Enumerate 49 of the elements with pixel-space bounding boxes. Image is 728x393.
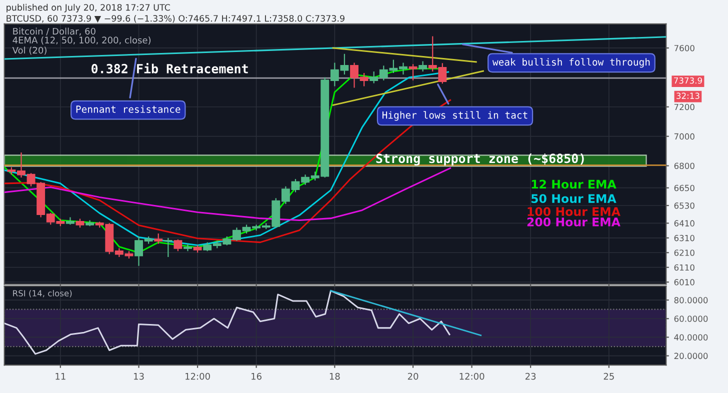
annotation: weak bullish follow through [492, 58, 650, 68]
text: 12 Hour EMA [532, 180, 616, 189]
y-tick-label: 40.0000 [674, 334, 708, 340]
x-tick-label: 12:00 [460, 372, 484, 380]
annotation: Higher lows still in tact [382, 111, 528, 121]
y-tick-label: 6210 [674, 250, 694, 256]
y-tick-label: 6800 [674, 162, 694, 170]
text: 50 Hour EMA [531, 194, 616, 204]
x-tick-label: 20 [408, 372, 418, 380]
text: BTCUSD, 60 7373.9 ▼ −99.6 (−1.33%) O:7465.7 H:7497.1 L:7358.0 C:7373.9 [6, 14, 344, 23]
candlestick [184, 243, 192, 252]
x-tick-label: 23 [525, 372, 536, 380]
x-tick-label: 25 [604, 372, 614, 380]
x-tick-label: 13 [134, 372, 144, 380]
y-tick-label: 6530 [674, 202, 694, 209]
y-tick-label: 7000 [674, 133, 694, 140]
candlestick [154, 232, 163, 244]
y-tick-label: 6110 [674, 264, 694, 271]
line-series [4, 290, 450, 355]
y-tick-label: 7200 [674, 104, 694, 110]
candlestick [418, 60, 428, 72]
annotation: 4EMA (12, 50, 100, 200, close) [12, 36, 151, 45]
y-tick-label: 60.0000 [674, 316, 708, 322]
candlestick [408, 64, 418, 81]
band-label: Strong support zone (~$6850) [376, 153, 584, 166]
annotation: Vol (20) [12, 46, 46, 55]
x-tick-label: 16 [252, 372, 262, 380]
annotation: Pennant resistance [76, 105, 180, 113]
text: 100 Hour EMA [528, 207, 620, 216]
y-tick-label: 6010 [674, 279, 694, 286]
line-series [4, 167, 452, 222]
y-tick-label: 80.0000 [674, 297, 708, 304]
text: 200 Hour EMA [527, 217, 620, 226]
text: 7373.9 [674, 77, 702, 84]
y-tick-label: 20.0000 [674, 352, 708, 360]
x-tick-label: 18 [330, 372, 340, 380]
text: published on July 20, 2018 17:27 UTC [6, 4, 170, 12]
y-tick-label: 6410 [674, 220, 694, 226]
y-tick-label: 7600 [674, 44, 694, 52]
y-tick-label: 6650 [674, 184, 694, 192]
ref-line-label: 0.382 Fib Retracement [92, 63, 248, 74]
chart-title: RSI (14, close) [13, 290, 72, 298]
x-tick-label: 11 [56, 373, 66, 380]
chart-title: Bitcoin / Dollar, 60 [13, 28, 96, 36]
candlestick [164, 237, 172, 258]
candlestick [174, 238, 182, 252]
x-tick-label: 12:00 [186, 372, 210, 380]
text: 32:13 [676, 92, 700, 99]
y-tick-label: 6310 [674, 234, 694, 242]
